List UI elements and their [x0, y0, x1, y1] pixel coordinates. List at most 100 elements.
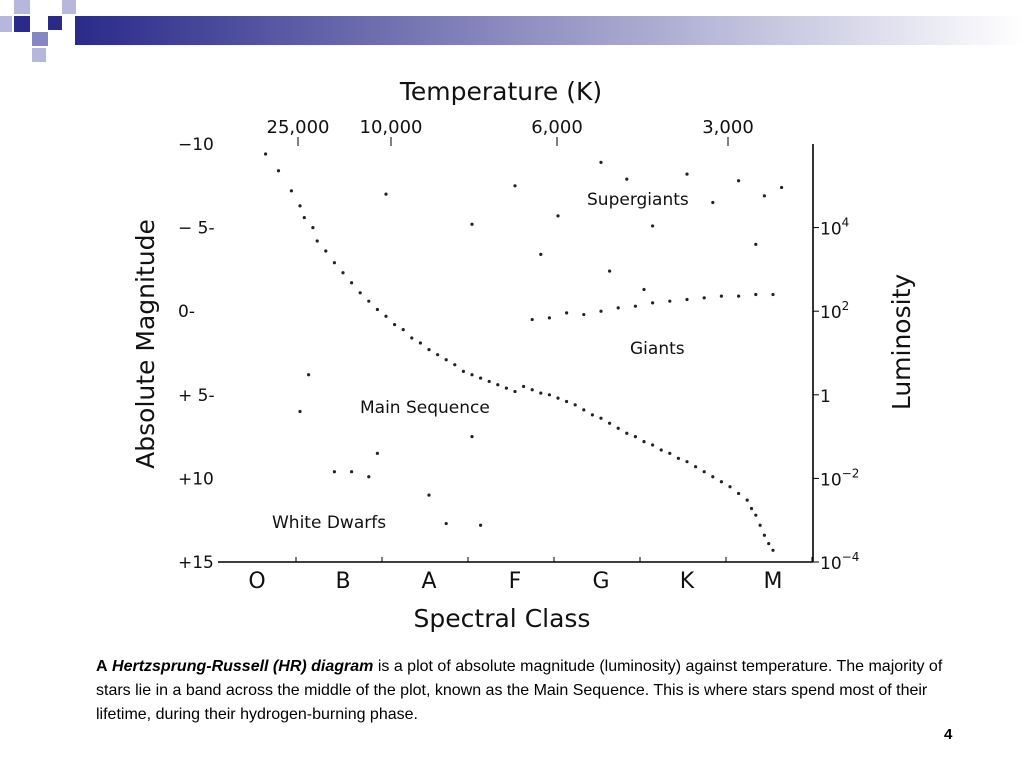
star-point: [599, 416, 603, 420]
star-point: [418, 341, 422, 345]
star-point: [702, 470, 706, 474]
star-point: [276, 169, 281, 173]
star-point: [401, 327, 405, 332]
caption-lead: A: [96, 658, 108, 675]
star-point: [496, 383, 500, 387]
star-point: [758, 523, 762, 527]
star-point: [737, 179, 741, 183]
series-main-sequence: [264, 152, 775, 552]
star-point: [427, 493, 431, 497]
chart-title: Temperature (K): [399, 77, 602, 106]
star-point: [749, 506, 754, 511]
star-point: [375, 307, 379, 312]
star-point: [332, 470, 336, 474]
star-point: [479, 376, 483, 380]
star-point: [315, 239, 319, 243]
star-point: [633, 304, 638, 308]
star-point: [311, 226, 315, 230]
star-point: [470, 373, 474, 377]
star-point: [444, 521, 448, 526]
annotation-giants: Giants: [630, 339, 685, 359]
star-point: [780, 185, 784, 190]
star-point: [358, 291, 362, 295]
right-tick-label: 10−4: [820, 550, 859, 574]
x-tick-label: M: [764, 569, 783, 594]
star-point: [384, 192, 388, 196]
y-tick-label: +10: [178, 469, 214, 489]
star-point: [530, 388, 534, 392]
x-tick-label: K: [680, 569, 695, 594]
header-square-2: [14, 16, 30, 32]
right-tick-label: 104: [820, 216, 849, 240]
star-point: [685, 297, 689, 302]
star-point: [479, 523, 483, 527]
star-point: [685, 460, 689, 464]
top-tick-label: 6,000: [531, 117, 583, 138]
star-point: [719, 480, 724, 484]
star-point: [728, 485, 732, 489]
star-point: [633, 435, 638, 439]
y-tick-label: −10: [178, 135, 214, 155]
y-tick-label: +15: [178, 553, 214, 573]
series-supergiants: [384, 160, 784, 292]
star-point: [393, 322, 397, 327]
star-point: [762, 194, 767, 198]
star-point: [590, 413, 595, 417]
star-point: [470, 435, 474, 439]
slide-caption: A Hertzsprung-Russell (HR) diagram is a …: [96, 655, 956, 727]
star-point: [642, 287, 646, 292]
x-tick-label: F: [509, 569, 522, 594]
y-tick-label: − 5-: [178, 219, 215, 239]
x-tick-label: A: [421, 569, 436, 594]
page-number: 4: [944, 726, 953, 743]
star-point: [651, 443, 655, 447]
hr-diagram: Temperature (K) Spectral Class Absolute …: [131, 77, 916, 633]
star-point: [754, 292, 758, 297]
top-tick-label: 3,000: [702, 117, 754, 138]
star-point: [651, 224, 655, 228]
star-point: [298, 204, 302, 208]
header-gradient-band: [75, 16, 1024, 45]
x-axis-label: Spectral Class: [414, 604, 591, 633]
star-point: [737, 294, 741, 298]
star-point: [264, 152, 268, 156]
star-point: [668, 299, 672, 303]
star-point: [608, 421, 612, 425]
header-square-4: [32, 32, 48, 46]
star-point: [367, 299, 371, 303]
caption-text: is a plot of absolute magnitude (luminos…: [96, 658, 943, 723]
star-point: [711, 475, 715, 479]
star-point: [616, 426, 620, 430]
star-point: [608, 269, 612, 273]
top-tick-label: 10,000: [360, 117, 423, 138]
star-point: [513, 184, 517, 188]
star-point: [487, 379, 491, 384]
header-square-5: [32, 48, 46, 62]
star-point: [513, 389, 517, 394]
star-point: [367, 475, 371, 479]
star-point: [410, 336, 414, 340]
star-point: [504, 386, 508, 390]
star-point: [771, 548, 775, 552]
star-point: [711, 200, 715, 205]
star-point: [539, 252, 543, 256]
x-tick-label: G: [592, 569, 609, 594]
star-point: [375, 451, 379, 455]
star-point: [547, 316, 552, 320]
star-point: [547, 393, 552, 397]
star-point: [556, 214, 560, 218]
right-tick-label: 102: [820, 299, 849, 323]
star-point: [625, 431, 629, 435]
series-white-dwarfs: [298, 373, 483, 527]
star-point: [470, 222, 474, 226]
y-tick-label: 0-: [178, 302, 195, 322]
star-point: [625, 177, 629, 181]
star-point: [427, 348, 431, 352]
star-point: [539, 391, 543, 395]
star-point: [642, 440, 646, 444]
star-point: [522, 384, 526, 389]
y2-axis-label: Luminosity: [887, 274, 916, 411]
star-point: [694, 465, 698, 469]
star-point: [332, 261, 336, 265]
star-point: [324, 249, 328, 253]
